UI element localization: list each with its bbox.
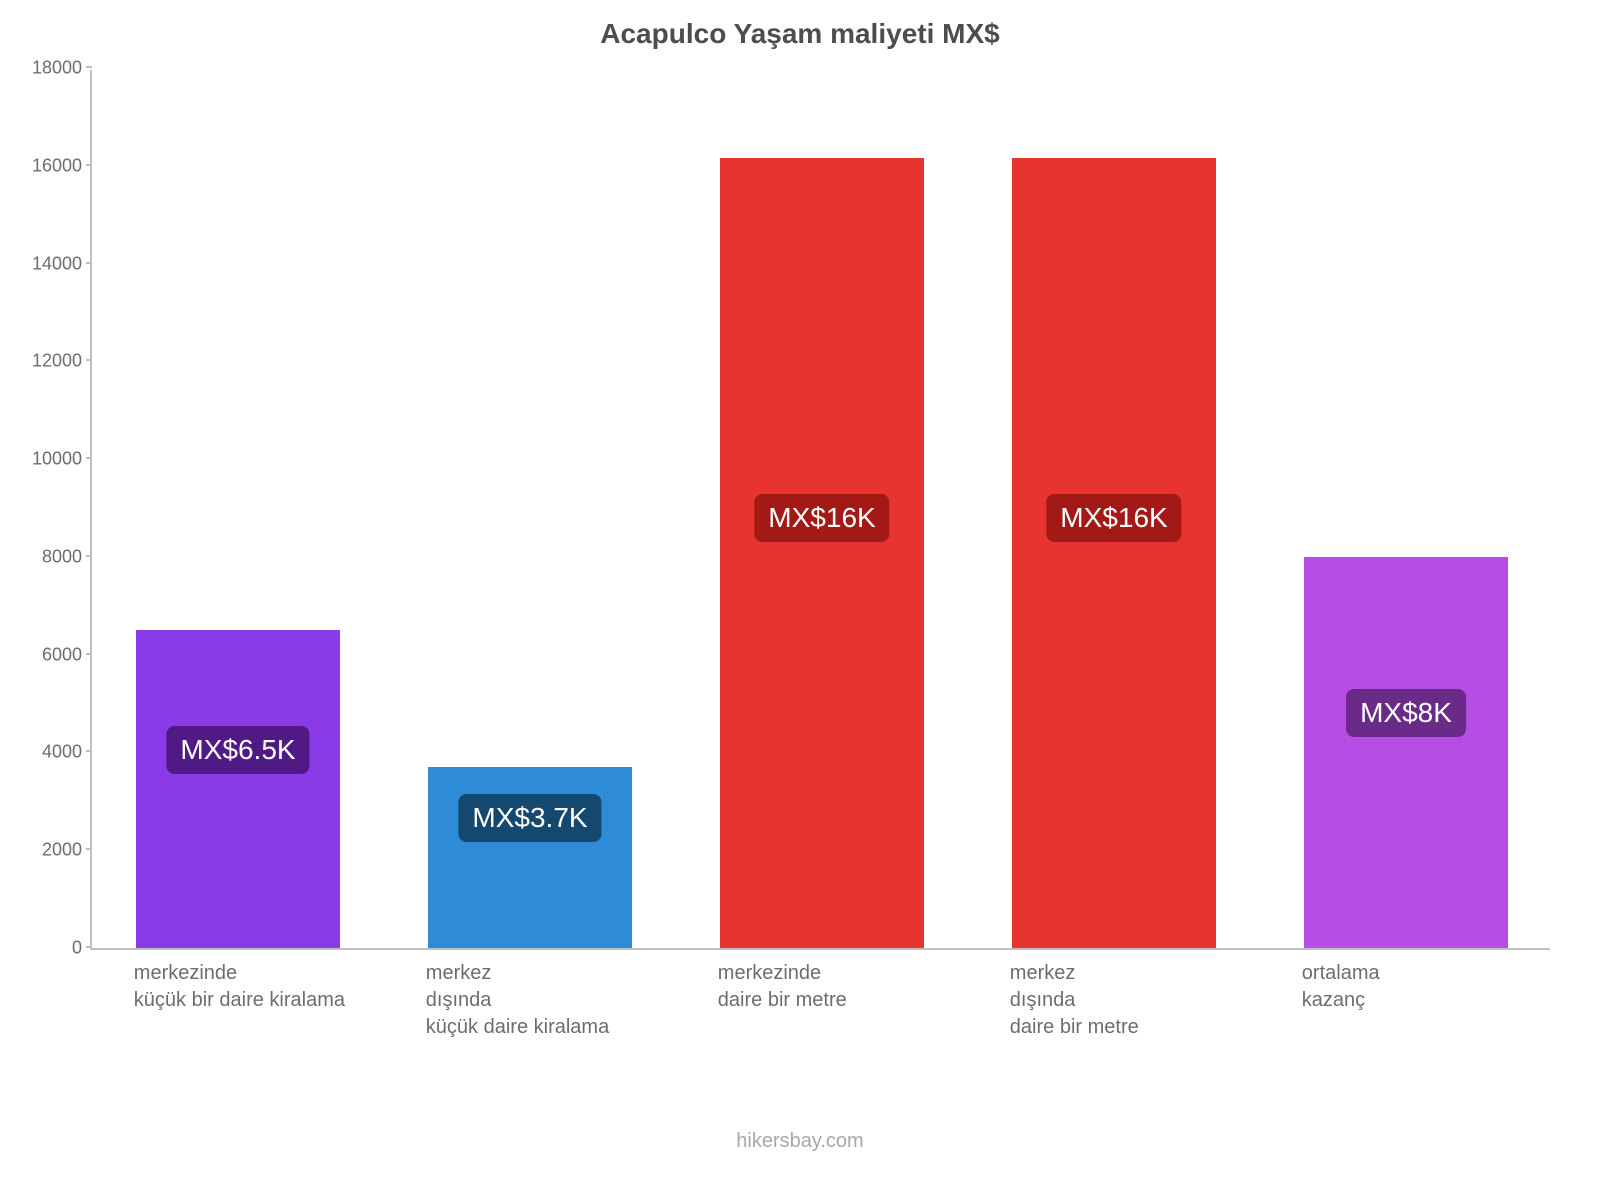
chart-title: Acapulco Yaşam maliyeti MX$ <box>0 18 1600 50</box>
chart-footer: hikersbay.com <box>0 1130 1600 1153</box>
y-tick-mark <box>86 359 92 361</box>
chart-container: Acapulco Yaşam maliyeti MX$ 020004000600… <box>0 0 1600 1200</box>
x-category-label: ortalama kazanç <box>1302 960 1380 1014</box>
bar-value-label: MX$16K <box>754 494 889 542</box>
y-tick-mark <box>86 555 92 557</box>
y-tick-label: 14000 <box>22 253 82 274</box>
plot-area: 0200040006000800010000120001400016000180… <box>90 70 1550 950</box>
x-category-label: merkezinde daire bir metre <box>718 960 847 1014</box>
y-tick-mark <box>86 946 92 948</box>
x-category-label: merkezinde küçük bir daire kiralama <box>134 960 345 1014</box>
bar <box>1012 158 1216 948</box>
y-tick-mark <box>86 66 92 68</box>
x-category-label: merkez dışında daire bir metre <box>1010 960 1139 1041</box>
bar-value-label: MX$8K <box>1346 689 1466 737</box>
bar-value-label: MX$3.7K <box>458 794 601 842</box>
y-tick-mark <box>86 653 92 655</box>
y-tick-mark <box>86 457 92 459</box>
y-tick-label: 10000 <box>22 449 82 470</box>
bar <box>720 158 924 948</box>
y-tick-label: 6000 <box>22 644 82 665</box>
y-tick-label: 18000 <box>22 58 82 79</box>
bar-value-label: MX$16K <box>1046 494 1181 542</box>
bar <box>136 630 340 948</box>
y-tick-mark <box>86 750 92 752</box>
y-tick-label: 2000 <box>22 840 82 861</box>
y-tick-mark <box>86 848 92 850</box>
y-tick-label: 4000 <box>22 742 82 763</box>
y-tick-mark <box>86 164 92 166</box>
bar <box>1304 557 1508 948</box>
y-tick-label: 12000 <box>22 351 82 372</box>
y-tick-label: 0 <box>22 938 82 959</box>
y-tick-label: 8000 <box>22 546 82 567</box>
y-tick-mark <box>86 262 92 264</box>
x-category-label: merkez dışında küçük daire kiralama <box>426 960 609 1041</box>
bar-value-label: MX$6.5K <box>166 726 309 774</box>
y-tick-label: 16000 <box>22 155 82 176</box>
